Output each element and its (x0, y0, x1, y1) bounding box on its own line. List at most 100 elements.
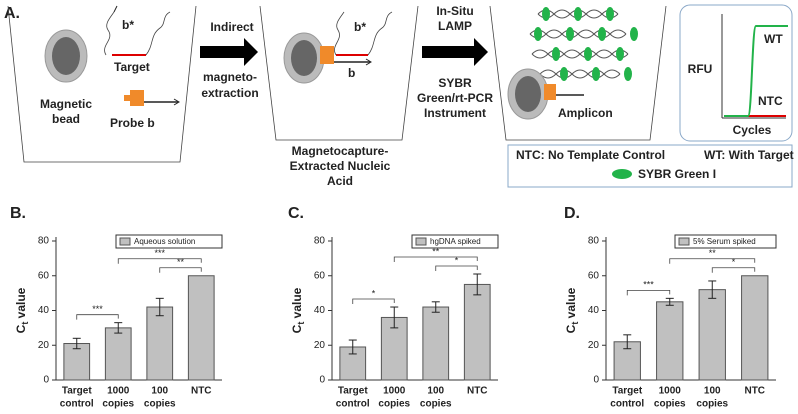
y-tick-label: 20 (588, 340, 600, 351)
label: b* (354, 20, 366, 34)
y-axis-label: Ct value (290, 287, 306, 333)
significance-bracket (76, 314, 119, 320)
y-axis-label-part: t (20, 322, 30, 325)
x-tick-label: copies (420, 399, 452, 410)
label: Cycles (733, 123, 772, 137)
significance-bracket (435, 265, 478, 272)
bead-core (291, 40, 317, 76)
label: bead (52, 112, 80, 126)
label: NTC (758, 94, 783, 108)
panel-label: D. (564, 205, 580, 222)
label: Acid (327, 174, 353, 188)
y-tick-label: 80 (314, 236, 326, 247)
x-tick-label: Target (62, 386, 92, 397)
significance-label: * (732, 257, 736, 267)
arrow (200, 38, 258, 66)
bead-core (52, 37, 80, 75)
tube (489, 5, 667, 141)
arrow-head (365, 58, 372, 66)
label: RFU (688, 62, 713, 76)
probe (320, 46, 334, 64)
y-axis-label-part: value (564, 287, 578, 321)
sybr-dyes (534, 7, 638, 81)
label: Amplicon (558, 106, 613, 120)
significance-label: ** (177, 257, 185, 267)
strand (145, 11, 171, 56)
legend-swatch (119, 237, 131, 246)
legend-label: hgDNA spiked (430, 237, 481, 246)
bar (463, 283, 491, 381)
bead-core (515, 76, 541, 112)
x-tick-label: control (336, 399, 370, 410)
legend-label: Aqueous solution (134, 237, 195, 246)
x-tick-label: 100 (704, 386, 721, 397)
y-tick-label: 40 (38, 305, 50, 316)
y-tick-label: 80 (588, 236, 600, 247)
panel-label: B. (10, 205, 26, 222)
probe (544, 84, 556, 100)
legend-box (674, 234, 777, 249)
y-tick-label: 60 (314, 270, 326, 281)
legend-text: NTC: No Template Control (516, 148, 665, 162)
y-tick-label: 40 (314, 305, 326, 316)
x-tick-label: 100 (151, 386, 168, 397)
probe (130, 90, 144, 106)
significance-label: * (455, 255, 459, 265)
label: Green/rt-PCR (417, 91, 493, 105)
y-tick-label: 60 (588, 270, 600, 281)
x-tick-label: 1000 (659, 386, 682, 397)
x-tick-label: copies (696, 399, 728, 410)
label: extraction (201, 86, 258, 100)
label: b* (122, 18, 134, 32)
legend-dye (612, 169, 632, 179)
y-axis-label-part: t (570, 322, 580, 325)
y-axis-label-part: value (290, 287, 304, 321)
legend-box (411, 234, 499, 249)
label: SYBR (438, 76, 472, 90)
y-tick-label: 80 (38, 236, 50, 247)
strand (367, 11, 393, 56)
label: Magnetic (40, 97, 92, 111)
x-tick-label: NTC (744, 386, 765, 397)
bar (187, 275, 215, 381)
y-tick-label: 0 (319, 375, 325, 386)
y-tick-label: 0 (593, 375, 599, 386)
significance-label: * (372, 288, 376, 298)
label: LAMP (438, 19, 472, 33)
significance-bracket (711, 267, 756, 273)
significance-label: *** (92, 304, 103, 314)
rfu-box (679, 4, 793, 142)
strand (104, 11, 115, 56)
significance-bracket (626, 289, 671, 296)
bar (104, 327, 132, 381)
y-axis-label-part: C (564, 324, 578, 333)
y-axis-label: Ct value (564, 287, 580, 333)
y-tick-label: 60 (38, 270, 50, 281)
legend-box (115, 234, 223, 249)
y-axis-label-part: C (14, 324, 28, 333)
label: Indirect (210, 20, 253, 34)
x-tick-label: NTC (191, 386, 212, 397)
tube (259, 5, 419, 141)
probe (124, 95, 130, 101)
y-tick-label: 40 (588, 305, 600, 316)
legend-label: 5% Serum spiked (693, 237, 756, 246)
x-tick-label: Target (612, 386, 642, 397)
x-tick-label: copies (654, 399, 686, 410)
panel-label: C. (288, 205, 304, 222)
significance-bracket (669, 258, 756, 264)
x-tick-label: 1000 (383, 386, 406, 397)
strand (334, 11, 345, 56)
diagram: A. b* Target Magnetic bead Probe b Indir… (4, 4, 794, 188)
label: Extracted Nucleic (290, 159, 391, 173)
bar (656, 301, 684, 381)
significance-bracket (352, 298, 395, 305)
significance-bracket (117, 258, 202, 264)
y-axis-label-part: C (290, 324, 304, 333)
panel-label: A. (4, 5, 20, 22)
x-tick-label: control (60, 399, 94, 410)
x-tick-label: copies (144, 399, 176, 410)
label: Instrument (424, 106, 486, 120)
label: magneto- (203, 70, 257, 84)
label: b (348, 66, 355, 80)
